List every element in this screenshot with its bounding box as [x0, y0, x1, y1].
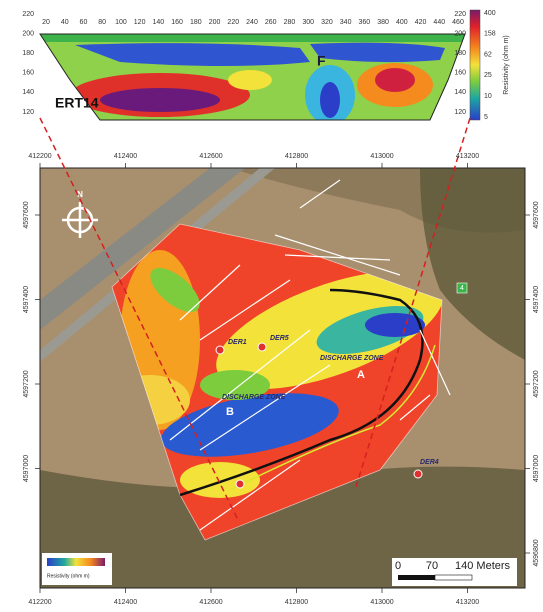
y-tick-label: 4596800	[533, 539, 540, 566]
colorbar-tick-label: 400	[484, 10, 496, 17]
x-tick-label: 460	[452, 19, 464, 26]
x-tick-label: 413200	[456, 599, 479, 606]
scale-label: 140 Meters	[455, 560, 511, 572]
feature-label: F	[317, 53, 326, 69]
colorbar-tick-label: 25	[484, 72, 492, 79]
y-tick-label: 180	[454, 50, 466, 57]
legend-title: Resistivity (ohm m)	[47, 573, 90, 579]
x-tick-label: 300	[302, 19, 314, 26]
y-tick-label: 180	[22, 50, 34, 57]
x-tick-label: 80	[98, 19, 106, 26]
x-tick-label: 380	[377, 19, 389, 26]
y-tick-label: 200	[22, 30, 34, 37]
x-tick-label: 280	[284, 19, 296, 26]
zone-label: DISCHARGE ZONE	[320, 355, 384, 362]
x-tick-label: 413000	[370, 599, 393, 606]
y-tick-label: 4597200	[533, 370, 540, 397]
well-label: DER5	[270, 335, 289, 342]
x-tick-label: 220	[227, 19, 239, 26]
x-tick-label: 400	[396, 19, 408, 26]
x-tick-label: 413200	[456, 153, 479, 160]
y-tick-label: 4597200	[23, 370, 30, 397]
x-tick-label: 340	[340, 19, 352, 26]
colorbar-tick-label: 10	[484, 93, 492, 100]
x-tick-label: 140	[153, 19, 165, 26]
marker-label: 4	[460, 285, 464, 292]
colorbar-tick-label: 5	[484, 114, 488, 121]
x-tick-label: 60	[80, 19, 88, 26]
colorbar-tick-label: 158	[484, 31, 496, 38]
point-label: B	[226, 406, 234, 418]
y-tick-label: 4597000	[23, 455, 30, 482]
y-tick-label: 220	[22, 11, 34, 18]
y-tick-label: 4597000	[533, 455, 540, 482]
x-tick-label: 412400	[114, 153, 137, 160]
x-tick-label: 200	[209, 19, 221, 26]
x-tick-label: 360	[359, 19, 371, 26]
north-label: N	[77, 190, 83, 199]
x-tick-label: 440	[433, 19, 445, 26]
x-tick-label: 412400	[114, 599, 137, 606]
x-tick-label: 120	[134, 19, 146, 26]
y-tick-label: 120	[454, 109, 466, 116]
x-tick-label: 412200	[28, 599, 51, 606]
y-tick-label: 140	[22, 89, 34, 96]
y-tick-label: 160	[454, 70, 466, 77]
y-tick-label: 160	[22, 70, 34, 77]
x-tick-label: 413000	[370, 153, 393, 160]
x-tick-label: 240	[246, 19, 258, 26]
y-tick-label: 4597600	[23, 201, 30, 228]
y-tick-label: 200	[454, 30, 466, 37]
y-tick-label: 140	[454, 89, 466, 96]
x-tick-label: 412800	[285, 153, 308, 160]
well-label: DER4	[420, 459, 439, 466]
x-tick-label: 40	[61, 19, 69, 26]
y-tick-label: 120	[22, 109, 34, 116]
colorbar-tick-label: 62	[484, 51, 492, 58]
scale-label: 0	[395, 560, 401, 572]
colorbar-title: Resistivity (ohm m)	[503, 35, 510, 95]
x-tick-label: 100	[115, 19, 127, 26]
y-tick-label: 4597400	[23, 286, 30, 313]
point-label: A	[357, 369, 365, 381]
zone-label: DISCHARGE ZONE	[222, 394, 286, 401]
map: N DER1 DER5 DER4 DISCHARGE ZONE DISCHARG…	[40, 168, 525, 588]
x-tick-label: 412800	[285, 599, 308, 606]
x-tick-label: 412600	[199, 599, 222, 606]
y-tick-label: 4597600	[533, 201, 540, 228]
y-tick-label: 4597400	[533, 286, 540, 313]
y-tick-label: 220	[454, 11, 466, 18]
ert-label: ERT14	[55, 95, 99, 111]
x-tick-label: 412600	[199, 153, 222, 160]
well-label: DER1	[228, 339, 247, 346]
x-tick-label: 180	[190, 19, 202, 26]
x-tick-label: 320	[321, 19, 333, 26]
x-tick-label: 20	[42, 19, 50, 26]
scale-label: 70	[426, 560, 438, 572]
x-tick-label: 160	[171, 19, 183, 26]
ert-section: ERT14 F Resistivity (ohm m)	[39, 9, 510, 121]
x-tick-label: 412200	[28, 153, 51, 160]
x-tick-label: 420	[415, 19, 427, 26]
x-tick-label: 260	[265, 19, 277, 26]
